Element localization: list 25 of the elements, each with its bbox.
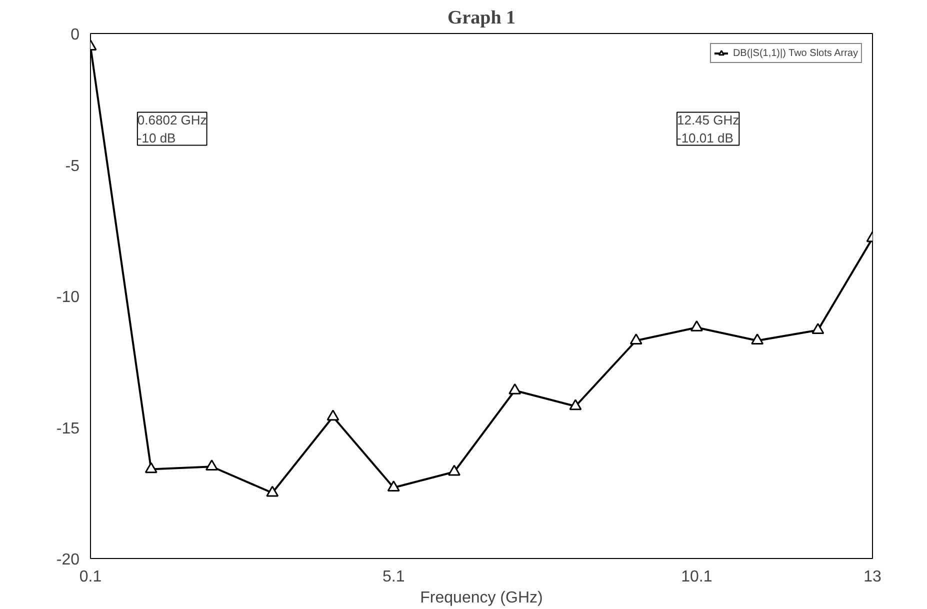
point: [690, 320, 703, 332]
point: [448, 464, 460, 476]
point: [266, 486, 279, 497]
annotation: 12.45 GHz -10.01 dB: [677, 112, 740, 146]
point: [144, 462, 158, 474]
x-axis-title: Frequency (GHz): [420, 590, 543, 606]
y-tick-label: -15: [56, 420, 80, 438]
x-tick-label: 5.1: [382, 568, 405, 586]
y-tick-label: -10: [56, 289, 80, 306]
point: [569, 399, 582, 410]
point: [205, 460, 218, 471]
x-tick-label: 0.1: [79, 568, 102, 586]
legend-label: DB(|S(1,1)|) Two Slots Array: [732, 48, 858, 58]
point: [508, 383, 522, 394]
point: [387, 480, 400, 492]
point: [751, 334, 764, 345]
point: [326, 410, 340, 421]
y-tick-label: 0: [70, 26, 80, 44]
point: [630, 334, 642, 345]
y-tick-label: -20: [56, 552, 80, 568]
x-tick-label: 10.1: [681, 568, 712, 586]
point: [812, 323, 824, 334]
y-tick-label: -5: [65, 158, 80, 175]
chart-title: Graph 1: [447, 8, 516, 28]
x-tick-label: 13: [864, 568, 882, 586]
